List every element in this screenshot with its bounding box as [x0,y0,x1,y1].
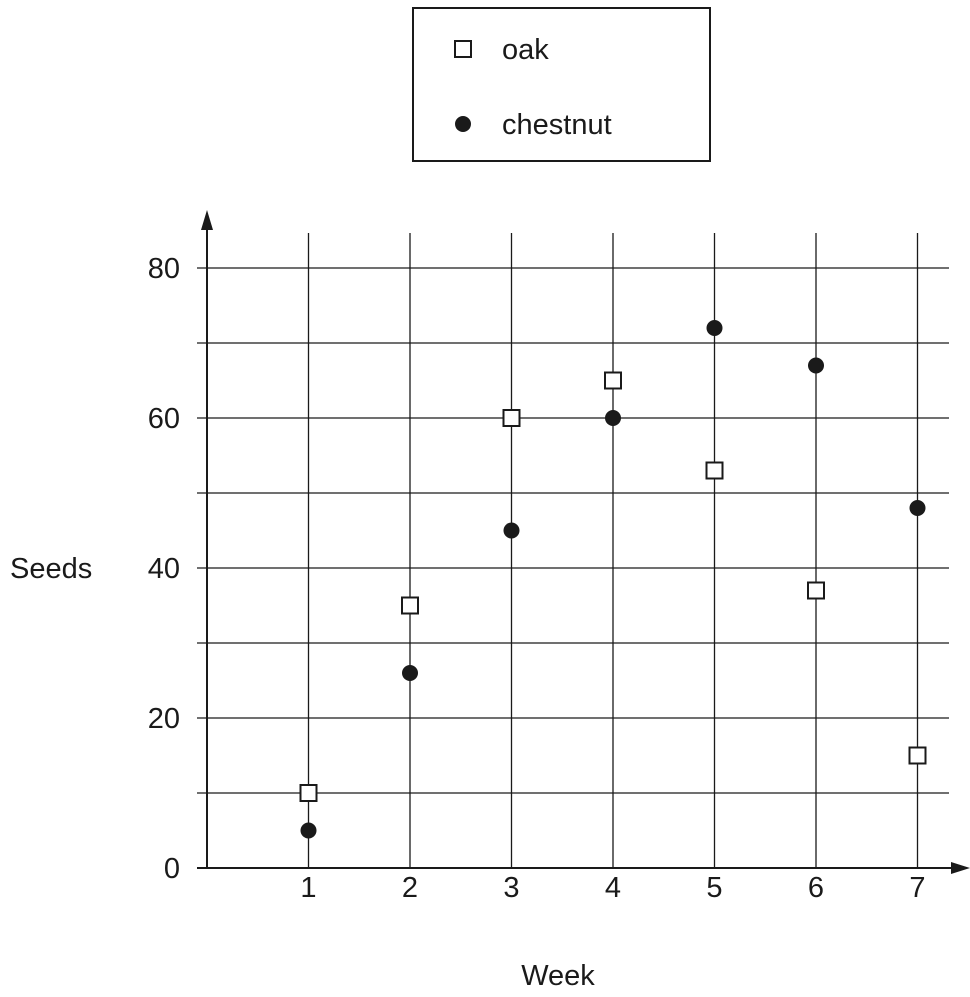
y-axis-arrowhead [201,210,213,230]
gridlines [197,233,949,868]
point-chestnut-week-7 [909,500,926,516]
legend-chestnut-marker [455,116,471,132]
legend: oak chestnut [412,7,711,162]
x-axis-arrowhead [951,862,970,874]
x-tick-label-7: 7 [909,872,925,904]
point-oak-week-5 [705,461,724,480]
point-oak-week-4 [604,371,622,390]
x-tick-label-5: 5 [706,872,722,904]
point-oak-week-2 [401,596,419,615]
point-chestnut-week-3 [503,522,520,539]
point-oak-week-1 [299,784,318,802]
legend-chestnut-label: chestnut [502,109,612,141]
data-points [299,320,927,839]
legend-oak-marker [454,40,472,58]
x-tick-label-2: 2 [402,872,418,904]
x-tick-label-1: 1 [300,872,316,904]
point-chestnut-week-6 [808,357,824,374]
y-tick-label-40: 40 [148,553,180,585]
point-chestnut-week-2 [402,665,418,681]
y-tick-label-20: 20 [148,703,180,735]
y-tick-label-80: 80 [148,253,180,285]
axes [197,210,970,874]
tick-labels: 1 2 3 4 5 6 7 0 20 40 60 80 [148,253,926,904]
x-axis-label: Week [521,960,595,992]
x-tick-label-6: 6 [808,872,824,904]
point-chestnut-week-4 [605,410,621,426]
x-tick-label-4: 4 [605,872,621,904]
point-oak-week-6 [807,581,825,600]
point-chestnut-week-5 [706,320,723,336]
legend-oak-label: oak [502,34,549,66]
point-oak-week-7 [908,746,927,765]
y-tick-label-0: 0 [164,853,180,885]
point-chestnut-week-1 [300,822,317,839]
y-tick-label-60: 60 [148,403,180,435]
point-oak-week-3 [502,409,521,427]
legend-box [412,7,711,162]
y-axis-label: Seeds [10,553,92,585]
x-tick-label-3: 3 [503,872,519,904]
